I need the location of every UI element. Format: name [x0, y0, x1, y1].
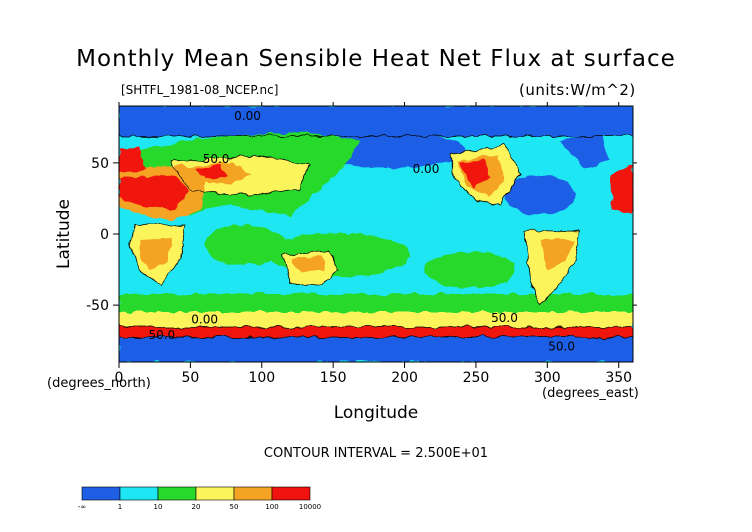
colorbar-swatch [81, 486, 121, 501]
colorbar-label: 100 [265, 503, 278, 511]
east-edge-max [610, 165, 633, 215]
contour-value-label: 50.0 [148, 328, 175, 342]
colorbar-label: 1 [118, 503, 122, 511]
colorbar-swatch [271, 486, 311, 501]
sahara-max [119, 175, 190, 210]
x-tick-label: 0 [115, 370, 124, 386]
colorbar-label: 10000 [299, 503, 321, 511]
x-tick-label: 350 [605, 370, 632, 386]
antarctic-field [119, 335, 633, 362]
colorbar-swatch [195, 486, 235, 501]
australia-hot [290, 256, 325, 273]
colorbar-swatch [233, 486, 273, 501]
greenland-cold [560, 132, 610, 170]
contour-line [449, 144, 521, 206]
contour-value-label: 0.00 [191, 313, 218, 327]
contour-line [169, 154, 311, 196]
x-tick-label: 200 [391, 370, 418, 386]
contour-line [524, 229, 581, 306]
contour-lines [119, 135, 633, 338]
south-america-hot [540, 240, 575, 270]
colorbar-swatch [157, 486, 197, 501]
chart-title: Monthly Mean Sensible Heat Net Flux at s… [76, 46, 676, 72]
contour-value-label: 50.0 [491, 311, 518, 325]
contour-value-label: 0.00 [234, 109, 261, 123]
contour-value-label: 50.0 [203, 152, 230, 166]
southern-green-band [119, 294, 633, 312]
x-axis-label: Longitude [333, 403, 419, 423]
y-tick-label: 0 [100, 227, 109, 243]
west-edge-max [119, 148, 145, 172]
y-tick-label: 50 [91, 156, 109, 172]
x-tick-label: 250 [463, 370, 490, 386]
units-label: (units:W/m^2) [519, 81, 636, 99]
contour-value-label: 50.0 [548, 340, 575, 354]
north-atlantic-cold [505, 175, 575, 215]
colorbar-label: -∞ [78, 503, 86, 511]
colorbar-swatch [119, 486, 159, 501]
southeast-pacific-green [425, 252, 515, 288]
contour-labels: 0.00 50.0 0.00 50.0 0.00 50.0 50.0 [148, 109, 574, 353]
y-tick-label: -50 [86, 298, 109, 314]
colorbar-label: 20 [192, 503, 201, 511]
x-tick-label: 150 [320, 370, 347, 386]
north-america-max [460, 160, 490, 188]
southern-africa-hot [140, 238, 172, 270]
central-asia-max [195, 165, 228, 180]
colorbar-label: 10 [154, 503, 163, 511]
x-tick-label: 300 [534, 370, 561, 386]
southern-ocean-band [119, 327, 633, 337]
southern-yellow-band [119, 312, 633, 327]
contour-line [282, 249, 339, 286]
x-tick-label: 100 [248, 370, 275, 386]
x-unit-note: (degrees_east) [542, 386, 639, 401]
y-unit-note: (degrees_north) [47, 376, 151, 391]
contour-line [129, 224, 186, 286]
arctic-field [119, 106, 633, 136]
colorbar-label: 50 [230, 503, 239, 511]
x-tick-label: 50 [181, 370, 199, 386]
colorbar: -∞ 1 10 20 50 100 10000 [78, 486, 321, 511]
contour-interval-note: CONTOUR INTERVAL = 2.500E+01 [263, 446, 489, 461]
source-file-label: [SHTFL_1981-08_NCEP.nc] [121, 83, 279, 97]
indian-ocean-green [205, 225, 285, 265]
axis-ticks: 0 50 100 150 200 250 300 350 -50 0 50 [86, 102, 637, 386]
heatmap-field: 0.00 50.0 0.00 50.0 0.00 50.0 50.0 [119, 106, 633, 362]
contour-value-label: 0.00 [413, 162, 440, 176]
